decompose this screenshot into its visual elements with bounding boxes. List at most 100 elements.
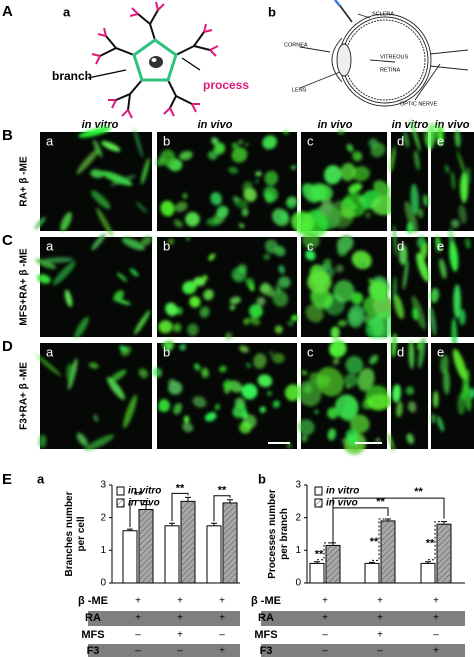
eye-part-label: OPTIC NERVE xyxy=(400,101,438,107)
cell xyxy=(327,200,355,229)
legend-swatch xyxy=(116,486,125,496)
eye-part-label: SCLERA xyxy=(372,11,394,17)
treatment-mark: – xyxy=(322,646,328,657)
y-tick-label: 1 xyxy=(100,545,106,556)
cell xyxy=(410,183,419,215)
treatment-mark: – xyxy=(177,646,183,657)
y-tick-label: 0 xyxy=(100,578,106,589)
cell xyxy=(116,272,128,282)
treatment-mark: + xyxy=(135,613,141,624)
cell xyxy=(284,384,301,401)
cell xyxy=(305,250,316,261)
cell xyxy=(238,223,245,229)
treatment-mark: + xyxy=(377,596,383,607)
cell xyxy=(460,172,469,203)
cell xyxy=(309,208,325,222)
treatment-mark: + xyxy=(219,613,225,624)
treatment-mark: + xyxy=(377,630,383,641)
cell xyxy=(316,367,344,397)
y-tick-label: 2 xyxy=(100,512,106,523)
cell xyxy=(387,433,395,452)
cell xyxy=(206,217,221,227)
cell xyxy=(239,345,249,353)
cell xyxy=(275,284,279,289)
cell xyxy=(453,348,468,381)
cell xyxy=(214,142,226,155)
micrograph xyxy=(426,122,474,231)
bar xyxy=(206,525,222,584)
cell xyxy=(101,140,121,152)
significance-bracket xyxy=(428,521,442,561)
cell xyxy=(182,280,197,295)
cell xyxy=(113,290,124,302)
cell xyxy=(278,276,291,289)
condition-label: MFS+RA+ β -ME xyxy=(19,248,30,326)
cell xyxy=(158,399,170,412)
cell xyxy=(344,373,358,388)
cell xyxy=(396,401,403,418)
cell xyxy=(109,369,127,382)
micrograph xyxy=(429,228,474,351)
panel-label: E xyxy=(2,471,12,488)
cell xyxy=(291,314,299,322)
eye-part-label: RETINA xyxy=(380,67,401,73)
y-axis-label: Branches numberper cell xyxy=(64,491,87,576)
fluorescence xyxy=(426,122,471,228)
cell xyxy=(348,183,363,194)
cell xyxy=(91,190,111,210)
cell xyxy=(451,219,460,228)
subpanel-label: e xyxy=(437,238,444,253)
subpanel-label: b xyxy=(268,4,276,19)
cell xyxy=(183,415,190,424)
cell xyxy=(203,289,214,301)
subpanel-label: a xyxy=(46,344,54,359)
significance-label: ** xyxy=(376,496,385,508)
cell xyxy=(406,221,413,235)
subpanel-label: e xyxy=(437,133,444,148)
bar-hatch xyxy=(381,520,395,583)
treatment-mark: – xyxy=(377,646,383,657)
cell xyxy=(91,233,106,251)
micrograph xyxy=(387,333,428,452)
significance-label: ** xyxy=(176,482,185,494)
cell xyxy=(76,148,100,175)
cell xyxy=(35,354,62,377)
cell xyxy=(436,125,444,147)
cell xyxy=(345,428,359,446)
legend-swatch xyxy=(116,498,125,508)
legend-label: in vitro xyxy=(326,486,359,497)
error-bar xyxy=(369,561,375,564)
cell xyxy=(305,304,324,323)
cell xyxy=(42,257,74,263)
fluorescence xyxy=(34,127,150,237)
cell xyxy=(435,235,441,253)
cell xyxy=(246,362,251,369)
significance-label: ** xyxy=(218,485,227,497)
cell xyxy=(417,208,424,218)
eye-diagram xyxy=(299,0,469,107)
cell xyxy=(185,236,191,241)
cell xyxy=(93,414,99,422)
treatment-label: β -ME xyxy=(251,595,281,607)
treatment-mark: + xyxy=(177,613,183,624)
cell xyxy=(185,212,200,227)
cell xyxy=(238,139,243,145)
treatment-mark: + xyxy=(219,646,225,657)
treatment-mark: + xyxy=(135,596,141,607)
fluorescence xyxy=(158,236,299,340)
error-bar xyxy=(211,522,217,526)
cell xyxy=(173,403,183,415)
subpanel-label: a xyxy=(63,4,71,19)
cell xyxy=(179,150,193,161)
treatment-label: β -ME xyxy=(78,595,108,607)
cell xyxy=(352,151,363,162)
cell xyxy=(228,166,239,174)
cell xyxy=(408,339,415,370)
cell xyxy=(223,379,232,390)
cell xyxy=(267,390,272,396)
subpanel-label: d xyxy=(397,133,404,148)
significance-label: ** xyxy=(370,536,379,548)
cell xyxy=(232,403,247,419)
subpanel-label: b xyxy=(258,471,266,486)
y-tick-label: 2 xyxy=(295,512,301,523)
